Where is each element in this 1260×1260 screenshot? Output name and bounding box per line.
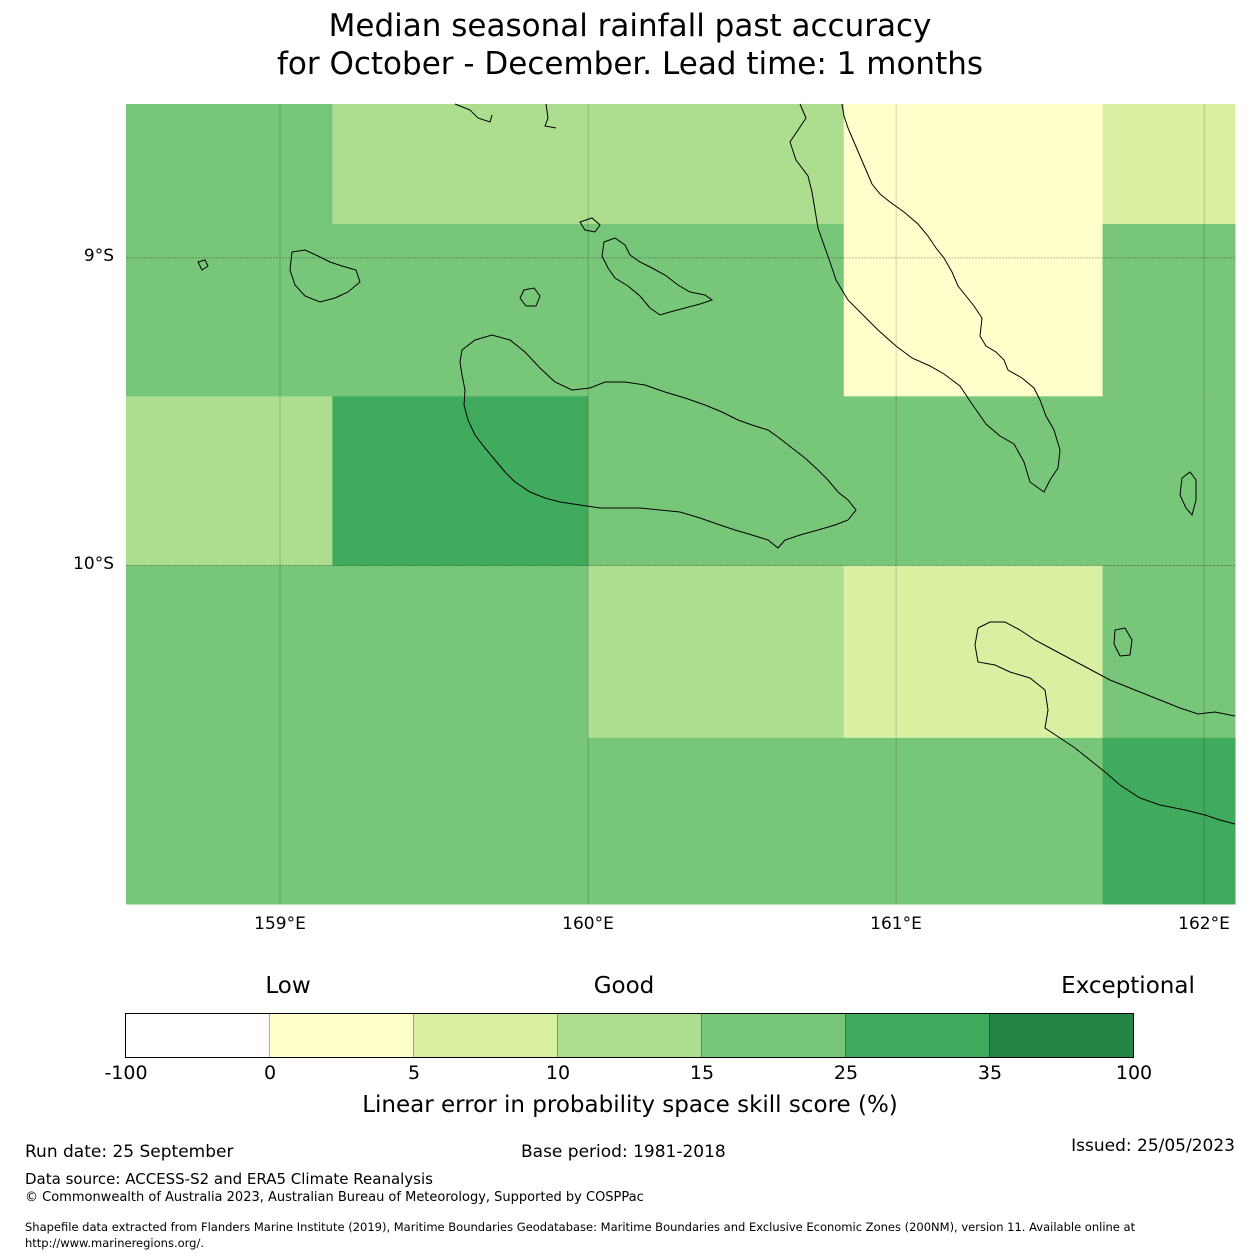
coastline-guadalcanal xyxy=(459,334,857,549)
shapefile-credit-line-2: http://www.marineregions.org/. xyxy=(25,1236,204,1250)
colorbar-tick-label: 100 xyxy=(1115,1062,1153,1084)
colorbar-title: Linear error in probability space skill … xyxy=(362,1092,898,1118)
skill-cell-13 xyxy=(1102,565,1236,739)
colorbar-tick-label: -100 xyxy=(104,1062,148,1084)
run-date: Run date: 25 September xyxy=(25,1142,234,1162)
colorbar-bin-6 xyxy=(989,1013,1134,1058)
base-period: Base period: 1981-2018 xyxy=(521,1142,726,1162)
colorbar-tick-label: 35 xyxy=(977,1062,1003,1084)
colorbar-tick-label: 15 xyxy=(689,1062,715,1084)
issued-date: Issued: 25/05/2023 xyxy=(1071,1136,1235,1156)
colorbar-bin-5 xyxy=(845,1013,990,1058)
coastline-small-islet xyxy=(579,217,601,233)
coastline-islet-east xyxy=(1179,471,1197,517)
copyright: © Commonwealth of Australia 2023, Austra… xyxy=(25,1190,644,1205)
skill-cell-5 xyxy=(843,224,1104,397)
colorbar-word-exceptional: Exceptional xyxy=(1061,973,1195,999)
colorbar-tick-label: 25 xyxy=(833,1062,859,1084)
skill-cell-3 xyxy=(1102,104,1236,225)
lon-label-160: 160°E xyxy=(562,914,614,934)
coastline-savo-island xyxy=(519,287,541,307)
coastline-islet-south-east xyxy=(1113,627,1133,657)
colorbar-word-low: Low xyxy=(265,973,311,999)
coastline-north-east-island xyxy=(454,103,1061,493)
map-title-line-1: Median seasonal rainfall past accuracy xyxy=(328,8,932,44)
skill-cell-8 xyxy=(332,396,589,567)
colorbar-bin-2 xyxy=(413,1013,558,1058)
colorbar-outline xyxy=(125,1013,1134,1058)
skill-cell-1 xyxy=(332,104,845,225)
lat-label-9s: 9°S xyxy=(83,246,114,266)
graticule xyxy=(126,104,1235,904)
colorbar xyxy=(125,1013,1134,1058)
map-title-line-2: for October - December. Lead time: 1 mon… xyxy=(276,46,984,82)
colorbar-bin-0 xyxy=(125,1013,270,1058)
colorbar-tick-label: 10 xyxy=(545,1062,571,1084)
coastline-makira xyxy=(974,621,1236,825)
coastlines xyxy=(197,103,1236,825)
colorbar-word-good: Good xyxy=(593,973,655,999)
coastline-florida-islands xyxy=(601,237,714,316)
skill-cell-15 xyxy=(1102,737,1236,905)
colorbar-bin-1 xyxy=(269,1013,414,1058)
skill-cell-11 xyxy=(588,565,845,739)
coastline-russell-islands xyxy=(289,249,361,303)
skill-cell-9 xyxy=(588,396,1236,567)
skill-cell-4 xyxy=(126,224,845,397)
skill-cell-6 xyxy=(1102,224,1236,397)
lon-label-162: 162°E xyxy=(1178,914,1230,934)
skill-cell-12 xyxy=(843,565,1104,739)
data-source: Data source: ACCESS-S2 and ERA5 Climate … xyxy=(25,1170,433,1188)
shapefile-credit-line-1: Shapefile data extracted from Flanders M… xyxy=(25,1220,1136,1234)
coastline-islet-west xyxy=(197,259,209,271)
skill-cell-14 xyxy=(588,737,1104,905)
skill-cell-10 xyxy=(126,565,589,905)
skill-cell-2 xyxy=(843,104,1104,225)
lon-label-161: 161°E xyxy=(870,914,922,934)
skill-cell-0 xyxy=(126,104,333,225)
skill-cell-7 xyxy=(126,396,333,567)
lon-label-159: 159°E xyxy=(254,914,306,934)
skill-grid-cells xyxy=(126,104,1236,905)
colorbar-tick-label: 5 xyxy=(407,1062,421,1084)
colorbar-bin-4 xyxy=(701,1013,846,1058)
colorbar-bin-3 xyxy=(557,1013,702,1058)
colorbar-tick-label: 0 xyxy=(263,1062,277,1084)
lat-label-10s: 10°S xyxy=(73,554,114,574)
